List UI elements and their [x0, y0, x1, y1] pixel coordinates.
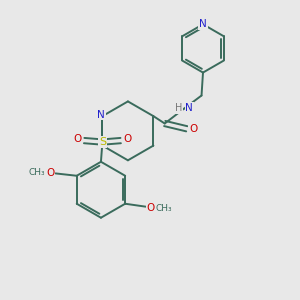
Text: O: O [123, 134, 131, 144]
Text: CH₃: CH₃ [29, 168, 46, 177]
Text: O: O [74, 134, 82, 144]
Text: N: N [199, 19, 207, 29]
Text: N: N [97, 110, 105, 120]
Text: S: S [99, 137, 106, 147]
Text: O: O [147, 202, 155, 213]
Text: O: O [46, 167, 55, 178]
Text: H: H [175, 103, 182, 113]
Text: N: N [185, 103, 193, 113]
Text: CH₃: CH₃ [155, 204, 172, 213]
Text: O: O [189, 124, 197, 134]
